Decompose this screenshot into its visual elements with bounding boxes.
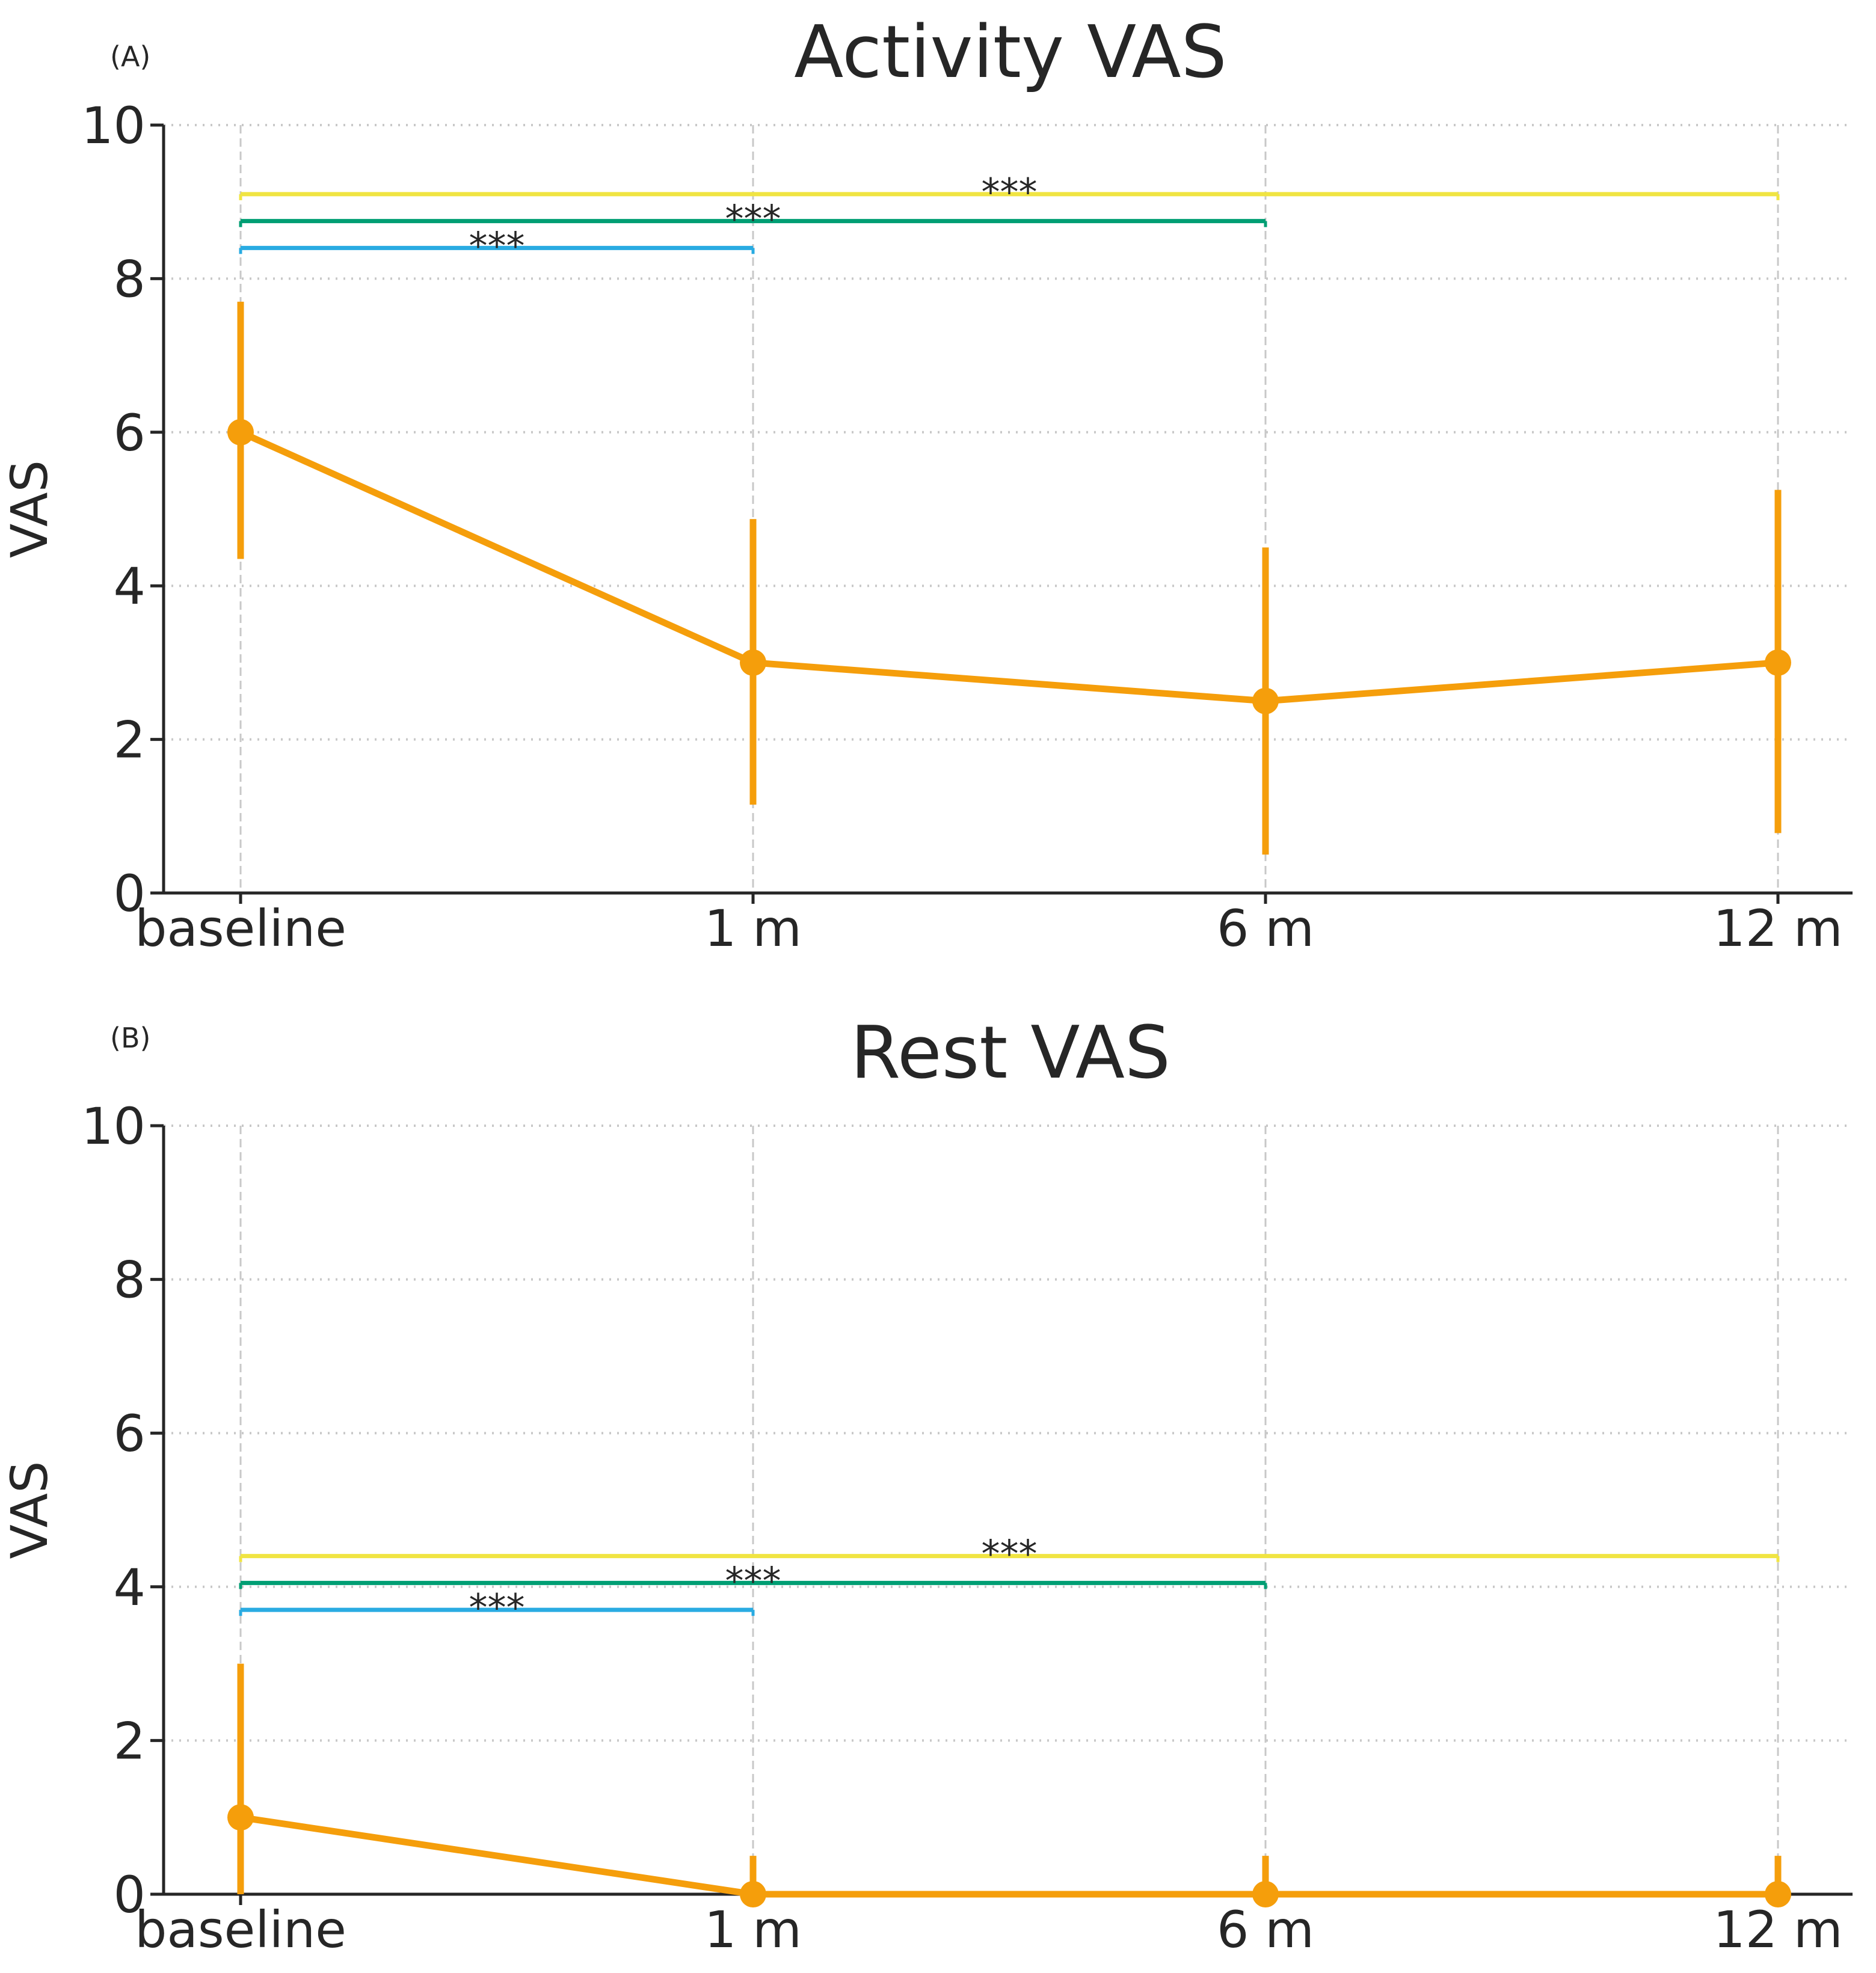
data-point [1765, 1881, 1791, 1907]
y-tick-label: 2 [114, 711, 146, 770]
significance-label: *** [982, 170, 1038, 214]
data-point [1765, 649, 1791, 676]
y-tick-label: 10 [81, 96, 146, 155]
data-point [1252, 1881, 1279, 1907]
significance-label: *** [469, 1586, 525, 1630]
significance-label: *** [469, 224, 525, 268]
x-tick-label: baseline [135, 899, 346, 958]
data-point [1252, 687, 1279, 714]
x-tick-label: 12 m [1713, 899, 1842, 958]
data-point [227, 1804, 254, 1831]
chart-title: Rest VAS [850, 1011, 1170, 1095]
x-tick-label: 1 m [704, 1900, 802, 1959]
x-tick-label: 6 m [1217, 1900, 1314, 1959]
data-point [740, 1881, 766, 1907]
data-point [227, 419, 254, 446]
x-tick-label: baseline [135, 1900, 346, 1959]
x-tick-label: 12 m [1713, 1900, 1842, 1959]
y-axis-label: VAS [0, 1461, 59, 1559]
y-tick-label: 0 [114, 1865, 146, 1924]
panel-letter: (A) [110, 40, 150, 73]
significance-label: *** [725, 197, 781, 241]
y-tick-label: 0 [114, 864, 146, 923]
chart-title: Activity VAS [794, 11, 1227, 94]
y-tick-label: 8 [114, 1251, 146, 1310]
y-axis-label: VAS [0, 460, 59, 558]
y-tick-label: 8 [114, 250, 146, 308]
panel-a: (A) Activity VAS 0 2 4 6 8 10 baseline 1 m 6 m 12 m… [0, 11, 1853, 958]
significance-label: *** [725, 1559, 781, 1603]
series-line [240, 1814, 1778, 1898]
x-tick-label: 6 m [1217, 899, 1314, 958]
y-tick-label: 10 [81, 1097, 146, 1156]
y-tick-label: 4 [114, 557, 146, 616]
y-tick-label: 2 [114, 1711, 146, 1770]
panel-b: (B) Rest VAS 0 2 4 6 8 10 baseline 1 m 6 m 12 m VAS *… [0, 1011, 1853, 1959]
data-point [740, 649, 766, 676]
panel-letter: (B) [110, 1022, 150, 1054]
y-tick-label: 6 [114, 403, 146, 462]
significance-label: *** [982, 1532, 1038, 1576]
series-line [239, 429, 1779, 705]
y-tick-label: 6 [114, 1404, 146, 1463]
y-tick-label: 4 [114, 1558, 146, 1617]
x-tick-label: 1 m [704, 899, 802, 958]
